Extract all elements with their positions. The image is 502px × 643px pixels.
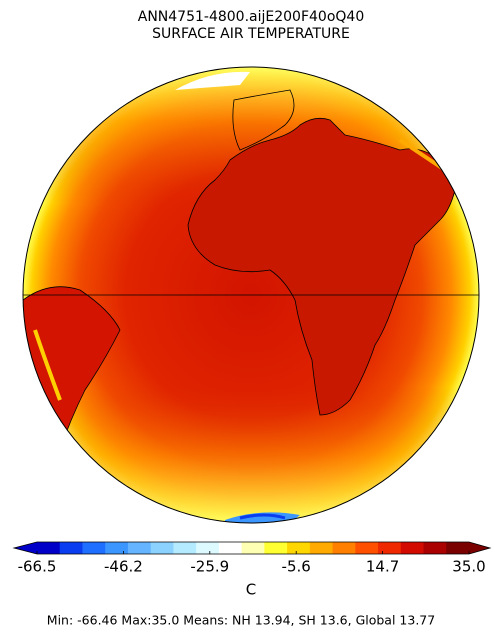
subtitle: SURFACE AIR TEMPERATURE (152, 26, 350, 42)
colorbar-swatch (59, 542, 83, 554)
colorbar-swatch (355, 542, 379, 554)
colorbar-swatch (173, 542, 197, 554)
colorbar-swatch (378, 542, 402, 554)
footer-stats: Min: -66.46 Max:35.0 Means: NH 13.94, SH… (47, 613, 435, 628)
colorbar-tick-label: 35.0 (452, 558, 485, 576)
colorbar-tick-label: -5.6 (282, 558, 311, 576)
title: ANN4751-4800.aijE200F40oQ40 (138, 9, 364, 25)
colorbar-swatch (446, 542, 470, 554)
colorbar-swatch (127, 542, 152, 554)
colorbar-swatch (196, 542, 220, 554)
colorbar-tick-label: -66.5 (18, 558, 57, 576)
colorbar-swatch (82, 542, 106, 554)
colorbar-swatch (264, 542, 288, 554)
colorbar-arrow-low (14, 542, 37, 554)
colorbar-swatch (37, 542, 61, 554)
colorbar-swatch (218, 542, 243, 554)
colorbar-swatch (287, 542, 311, 554)
colorbar-swatch (400, 542, 425, 554)
colorbar-swatch (241, 542, 265, 554)
colorbar-tick-label: -25.9 (190, 558, 229, 576)
colorbar-tick-label: 14.7 (366, 558, 399, 576)
colorbar-arrow-high (469, 542, 490, 554)
globe (23, 67, 479, 523)
globe-outline (22, 66, 480, 524)
colorbar-swatch (150, 542, 174, 554)
colorbar-unit: C (246, 581, 256, 599)
colorbar-swatch (332, 542, 356, 554)
colorbar-swatch (309, 542, 334, 554)
colorbar-swatch (423, 542, 447, 554)
colorbar-swatch (105, 542, 129, 554)
colorbar: -66.5 -46.2 -25.9 -5.6 14.7 35.0 (12, 541, 492, 576)
colorbar-tick-label: -46.2 (104, 558, 143, 576)
